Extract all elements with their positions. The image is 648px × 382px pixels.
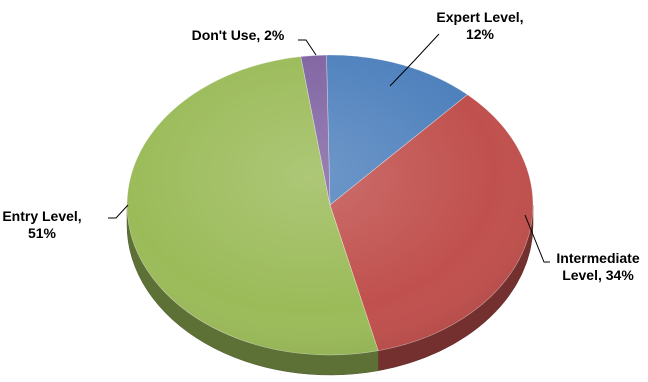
slice-label-0: Expert Level, 12% [436, 9, 523, 42]
leader-line-3 [298, 39, 317, 56]
leader-line-0 [389, 33, 440, 87]
leader-line-2 [108, 204, 129, 219]
leader-lines [108, 33, 550, 263]
slice-label-line: Entry Level, [2, 208, 81, 224]
slice-label-line: 12% [466, 26, 495, 42]
slice-label-1: Intermediate Level, 34% [556, 250, 639, 283]
slice-label-line: Don't Use, 2% [192, 27, 285, 43]
slice-label-line: Intermediate [556, 250, 639, 266]
slice-label-2: Entry Level, 51% [2, 208, 81, 241]
slice-label-3: Don't Use, 2% [192, 27, 285, 43]
slice-label-line: Level, 34% [562, 267, 634, 283]
leader-line-1 [524, 214, 550, 263]
slice-label-line: 51% [28, 225, 57, 241]
slice-labels: Expert Level, 12% Intermediate Level, 34% En… [2, 9, 640, 283]
slice-label-line: Expert Level, [436, 9, 523, 25]
pie-top-faces [126, 54, 534, 356]
